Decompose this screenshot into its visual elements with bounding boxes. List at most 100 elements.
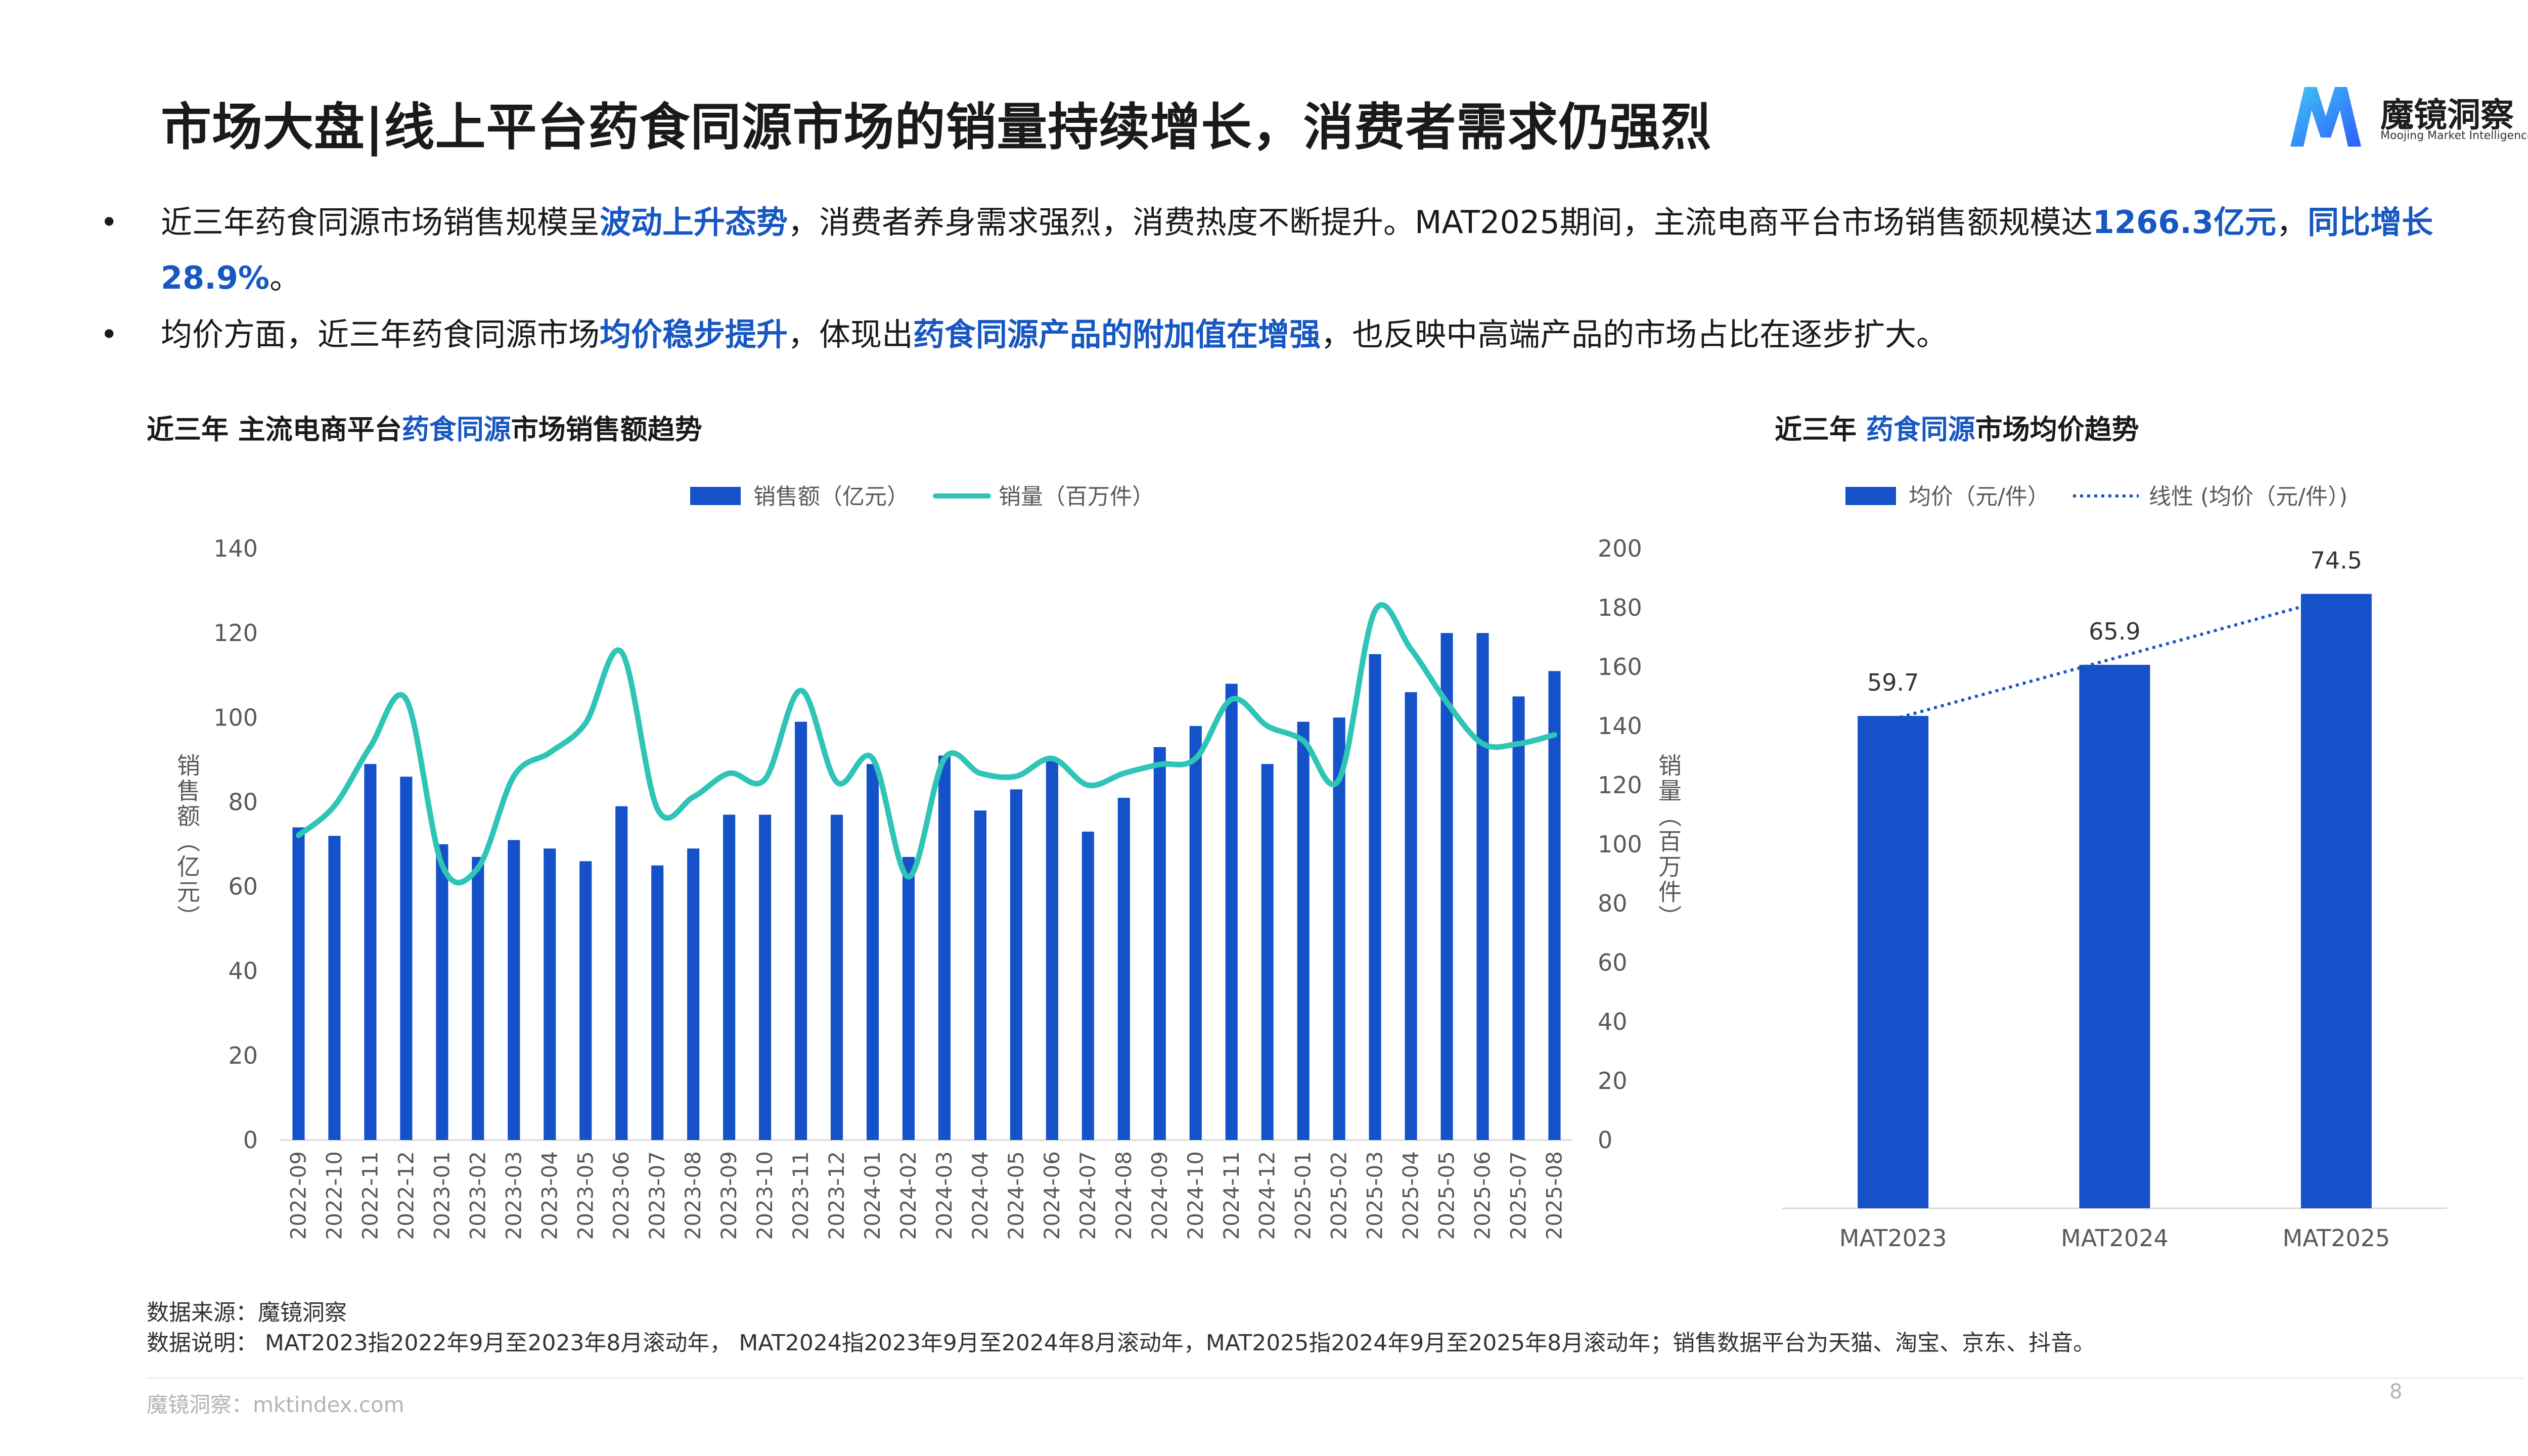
x-tick-label: 2024-03 — [932, 1151, 957, 1240]
bullet-segment: 均价方面，近三年药食同源市场 — [161, 316, 600, 353]
y2-tick-label: 180 — [1598, 594, 1642, 621]
y2-tick-label: 200 — [1598, 535, 1642, 562]
x-tick-label: 2023-12 — [824, 1151, 849, 1240]
sales-bar — [400, 777, 413, 1140]
left-chart-title-pre: 近三年 主流电商平台 — [147, 414, 402, 445]
x-tick-label: 2023-02 — [465, 1151, 490, 1240]
sales-bar — [687, 848, 700, 1140]
y2-tick-label: 0 — [1598, 1126, 1612, 1154]
price-bar — [2079, 665, 2150, 1208]
sales-bar — [472, 857, 484, 1140]
y2-tick-label: 40 — [1598, 1008, 1628, 1035]
data-source: 数据来源：魔镜洞察 — [147, 1300, 347, 1326]
y2-tick-label: 140 — [1598, 712, 1642, 740]
brand-logo: 魔镜洞察 Moojing Market Intelligence — [2285, 81, 2528, 157]
right-chart-title-highlight: 药食同源 — [1866, 414, 1975, 445]
x-tick-label: 2025-06 — [1470, 1151, 1495, 1240]
sales-bar — [902, 857, 915, 1140]
x-tick-label: 2023-03 — [501, 1151, 526, 1240]
x-tick-label: 2023-09 — [716, 1151, 741, 1240]
bullet-text: 均价方面，近三年药食同源市场均价稳步提升，体现出药食同源产品的附加值在增强，也反… — [161, 316, 1948, 353]
x-tick-label: 2024-04 — [968, 1151, 992, 1240]
bullet-segment: ， — [2276, 204, 2308, 241]
sales-bar — [1405, 692, 1417, 1140]
y2-tick-label: 60 — [1598, 949, 1628, 976]
sales-bar — [579, 861, 592, 1140]
sales-bar — [866, 764, 879, 1140]
legend-label-volume: 销量（百万件） — [999, 484, 1154, 510]
y2-tick-label: 80 — [1598, 890, 1628, 917]
sales-bar — [508, 840, 520, 1140]
x-tick-label: 2024-11 — [1219, 1151, 1244, 1240]
price-bar — [2300, 594, 2372, 1208]
logo-name: 魔镜洞察 — [2380, 96, 2514, 134]
sales-bar — [1297, 721, 1310, 1140]
right-chart-title: 近三年 药食同源市场均价趋势 — [1775, 407, 2139, 447]
sales-bar — [1476, 633, 1489, 1140]
y2-axis-label: 销量（百万件） — [1655, 753, 1682, 930]
x-tick-label: 2022-11 — [357, 1151, 382, 1240]
x-tick-label: 2023-08 — [681, 1151, 705, 1240]
y-tick-label: 80 — [228, 788, 258, 815]
y-tick-label: 0 — [243, 1126, 258, 1154]
sales-bar — [795, 721, 807, 1140]
x-tick-label: 2022-12 — [393, 1151, 418, 1240]
x-tick-label: 2024-07 — [1075, 1151, 1100, 1240]
price-bar — [1858, 716, 1929, 1208]
sales-bar — [1225, 684, 1238, 1140]
bullet-marker: • — [100, 205, 118, 240]
x-tick-label: MAT2023 — [1839, 1224, 1947, 1252]
price-data-label: 59.7 — [1867, 669, 1919, 696]
x-tick-label: MAT2025 — [2282, 1224, 2390, 1252]
sales-bar — [1333, 717, 1345, 1140]
sales-bar — [1548, 671, 1561, 1140]
sales-bar — [1117, 798, 1130, 1140]
sales-bar — [292, 827, 305, 1140]
bullet-marker: • — [100, 317, 118, 352]
bullet-highlight: 药食同源产品的附加值在增强 — [913, 316, 1321, 353]
x-tick-label: 2024-08 — [1111, 1151, 1136, 1240]
sales-bar — [1081, 831, 1094, 1140]
legend-label-sales: 销售额（亿元） — [753, 484, 909, 510]
volume-line — [295, 602, 1558, 886]
sales-bar — [1153, 747, 1166, 1140]
y-tick-label: 120 — [213, 619, 258, 647]
sales-bar — [1189, 726, 1202, 1140]
y-tick-label: 140 — [213, 535, 258, 562]
x-tick-label: 2025-02 — [1327, 1151, 1351, 1240]
sales-bar — [544, 848, 556, 1140]
legend-label-price: 均价（元/件） — [1909, 484, 2050, 510]
sales-bar — [364, 764, 377, 1140]
bullet-segment: ，体现出 — [788, 316, 914, 353]
y-axis-label: 销售额（亿元） — [173, 753, 201, 930]
sales-bar — [436, 844, 448, 1140]
sales-bar — [938, 755, 951, 1140]
x-tick-label: 2023-04 — [537, 1151, 562, 1240]
bullet-point: • 均价方面，近三年药食同源市场均价稳步提升，体现出药食同源产品的附加值在增强，… — [100, 307, 2507, 362]
x-tick-label: 2023-01 — [429, 1151, 454, 1240]
x-tick-label: 2025-04 — [1398, 1151, 1423, 1240]
bullet-highlight: 1266.3亿元 — [2092, 204, 2277, 241]
sales-bar — [974, 810, 987, 1140]
bullet-highlight: 均价稳步提升 — [600, 316, 788, 353]
x-tick-label: 2023-10 — [752, 1151, 777, 1240]
y-tick-label: 20 — [228, 1042, 258, 1069]
x-tick-label: 2024-01 — [860, 1151, 885, 1240]
y2-tick-label: 120 — [1598, 771, 1642, 799]
bullet-text: 近三年药食同源市场销售规模呈波动上升态势，消费者养身需求强烈，消费热度不断提升。… — [161, 204, 2433, 296]
x-tick-label: 2024-10 — [1183, 1151, 1208, 1240]
x-tick-label: 2022-10 — [322, 1151, 346, 1240]
right-chart-title-post: 市场均价趋势 — [1975, 414, 2139, 445]
x-tick-label: 2025-08 — [1542, 1151, 1567, 1240]
bullet-segment: ，消费者养身需求强烈，消费热度不断提升。MAT2025期间，主流电商平台市场销售… — [788, 204, 2093, 241]
x-tick-label: 2023-06 — [609, 1151, 634, 1240]
legend-label-trend: 线性 (均价（元/件）) — [2149, 484, 2348, 510]
y2-tick-label: 100 — [1598, 831, 1642, 858]
sales-bar — [831, 814, 843, 1140]
sales-bar — [759, 814, 772, 1140]
sales-bar — [1261, 764, 1274, 1140]
left-chart-title: 近三年 主流电商平台药食同源市场销售额趋势 — [147, 407, 702, 447]
y-tick-label: 40 — [228, 958, 258, 985]
page-title: 市场大盘|线上平台药食同源市场的销量持续增长，消费者需求仍强烈 — [161, 98, 1712, 157]
